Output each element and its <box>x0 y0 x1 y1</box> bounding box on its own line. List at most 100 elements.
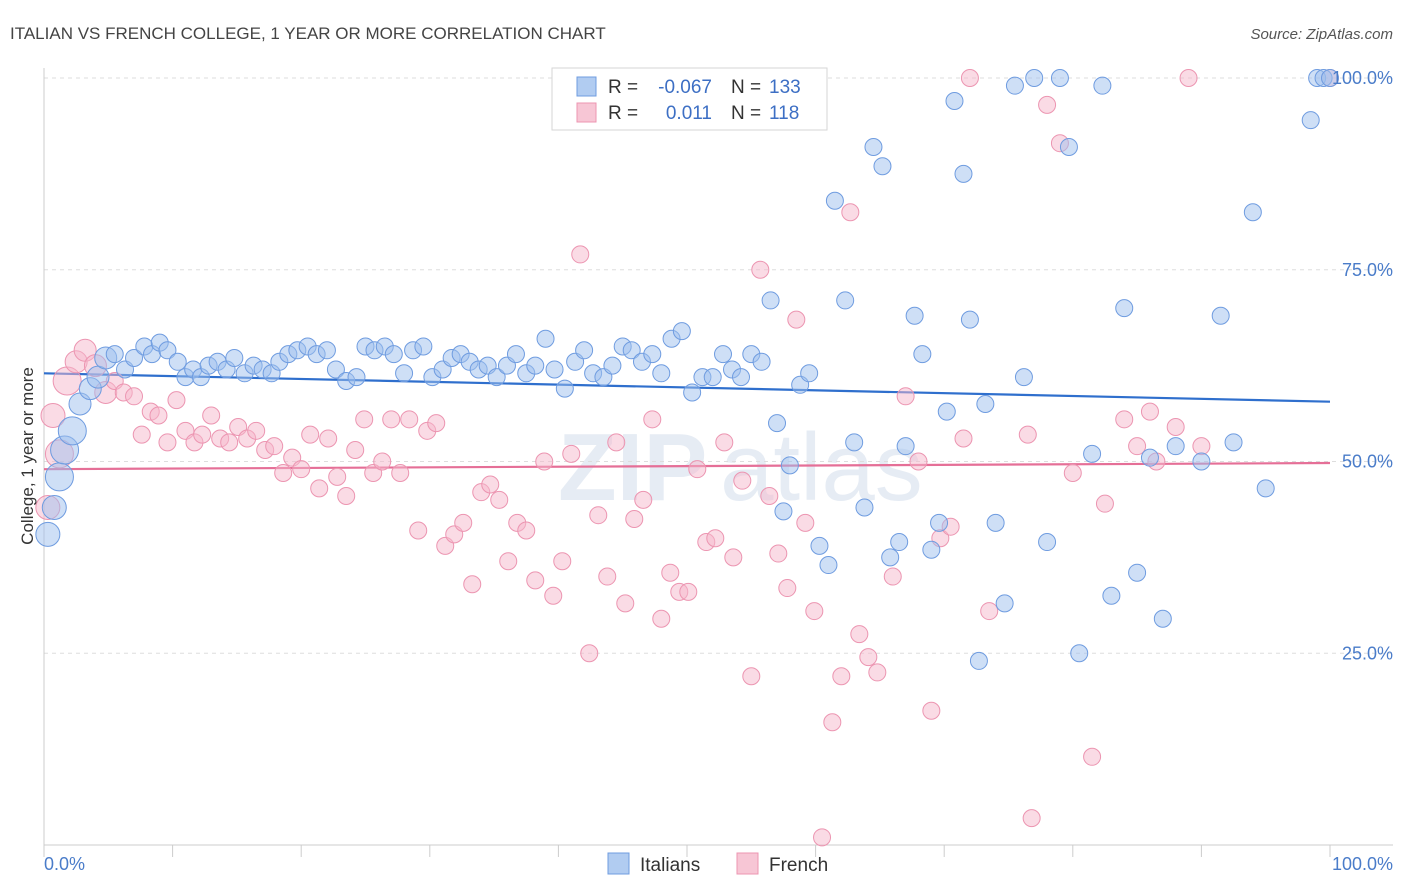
french-point <box>688 460 707 479</box>
french-point <box>769 544 788 563</box>
french-point <box>733 471 752 490</box>
italians-swatch <box>576 76 597 97</box>
french-point <box>706 529 725 548</box>
french-point <box>679 582 698 601</box>
legend-french-swatch[interactable] <box>736 852 759 875</box>
italians-point <box>1153 609 1172 628</box>
french-r-value: 0.011 <box>666 103 712 124</box>
italians-point <box>732 368 751 387</box>
french-point <box>598 567 617 586</box>
italians-point <box>896 437 915 456</box>
italians-point <box>1093 76 1112 95</box>
italians-point <box>347 368 366 387</box>
italians-point <box>643 345 662 364</box>
italians-point <box>1115 299 1134 318</box>
french-point <box>954 429 973 448</box>
italians-point <box>825 191 844 210</box>
french-point <box>400 410 419 429</box>
french-point <box>742 667 761 686</box>
italians-point <box>1050 69 1069 87</box>
legend-french-label[interactable]: French <box>769 855 828 876</box>
italians-point <box>1128 563 1147 582</box>
x-tick-label-min: 0.0% <box>44 854 85 874</box>
italians-point <box>575 341 594 360</box>
italians-point <box>969 651 988 670</box>
french-point <box>607 433 626 452</box>
french-point <box>1095 494 1114 513</box>
italians-point <box>930 513 949 532</box>
italians-point <box>890 533 909 552</box>
italians-point <box>1005 76 1024 95</box>
french-point <box>1140 402 1159 421</box>
french-point <box>868 663 887 682</box>
italians-point <box>1166 437 1185 456</box>
legend-italians-swatch[interactable] <box>607 852 630 875</box>
italians-point <box>1014 368 1033 387</box>
italians-n-value: 133 <box>769 77 801 98</box>
italians-point <box>864 138 883 157</box>
italians-point <box>1321 69 1339 87</box>
italians-point <box>317 341 336 360</box>
y-tick-label: 75.0% <box>1342 260 1393 280</box>
french-point <box>125 387 144 406</box>
french-point <box>310 479 329 498</box>
french-n-value: 118 <box>769 103 799 124</box>
french-point <box>409 521 428 540</box>
french-point <box>922 701 941 720</box>
french-point <box>463 575 482 594</box>
italians-point <box>714 345 733 364</box>
correlation-legend-box <box>551 67 828 131</box>
french-point <box>1038 95 1057 114</box>
french-point <box>589 506 608 525</box>
axes <box>43 68 1393 857</box>
watermark: ZIP atlas <box>558 414 923 521</box>
french-point <box>337 487 356 506</box>
french-point <box>382 410 401 429</box>
italians-points <box>35 69 1339 670</box>
italians-point <box>976 394 995 413</box>
italians-point <box>1192 452 1211 471</box>
french-point <box>778 579 797 598</box>
french-point <box>652 609 671 628</box>
legend-italians-label[interactable]: Italians <box>640 855 700 876</box>
french-point <box>517 521 536 540</box>
french-point <box>40 402 66 428</box>
french-point <box>220 433 239 452</box>
italians-point <box>683 383 702 402</box>
french-point <box>625 510 644 529</box>
french-point <box>1018 425 1037 444</box>
italians-point <box>672 322 691 341</box>
italians-r-value: -0.067 <box>658 77 712 98</box>
italians-point <box>845 433 864 452</box>
italians-point <box>810 536 829 555</box>
italians-point <box>622 341 641 360</box>
y-tick-label: 25.0% <box>1342 643 1393 663</box>
italians-point <box>913 345 932 364</box>
y-tick-label: 50.0% <box>1342 452 1393 472</box>
italians-point <box>225 348 244 367</box>
french-point <box>751 260 770 279</box>
italians-point <box>35 521 61 547</box>
french-point <box>427 414 446 433</box>
french-point <box>355 410 374 429</box>
french-point <box>841 203 860 222</box>
french-point <box>328 467 347 486</box>
italians-point <box>1083 444 1102 463</box>
french-point <box>247 421 266 440</box>
italians-point <box>1211 306 1230 325</box>
french-point <box>787 310 806 329</box>
italians-point <box>960 310 979 329</box>
french-point <box>571 245 590 264</box>
italians-point <box>57 416 87 446</box>
french-point <box>553 552 572 571</box>
italians-point <box>768 414 787 433</box>
french-point <box>883 567 902 586</box>
italians-point <box>125 348 144 367</box>
french-point <box>535 452 554 471</box>
italians-point <box>545 360 564 379</box>
french-point <box>823 713 842 732</box>
italians-point <box>44 462 74 492</box>
italians-point <box>1140 448 1159 467</box>
french-point <box>373 452 392 471</box>
italians-point <box>937 402 956 421</box>
